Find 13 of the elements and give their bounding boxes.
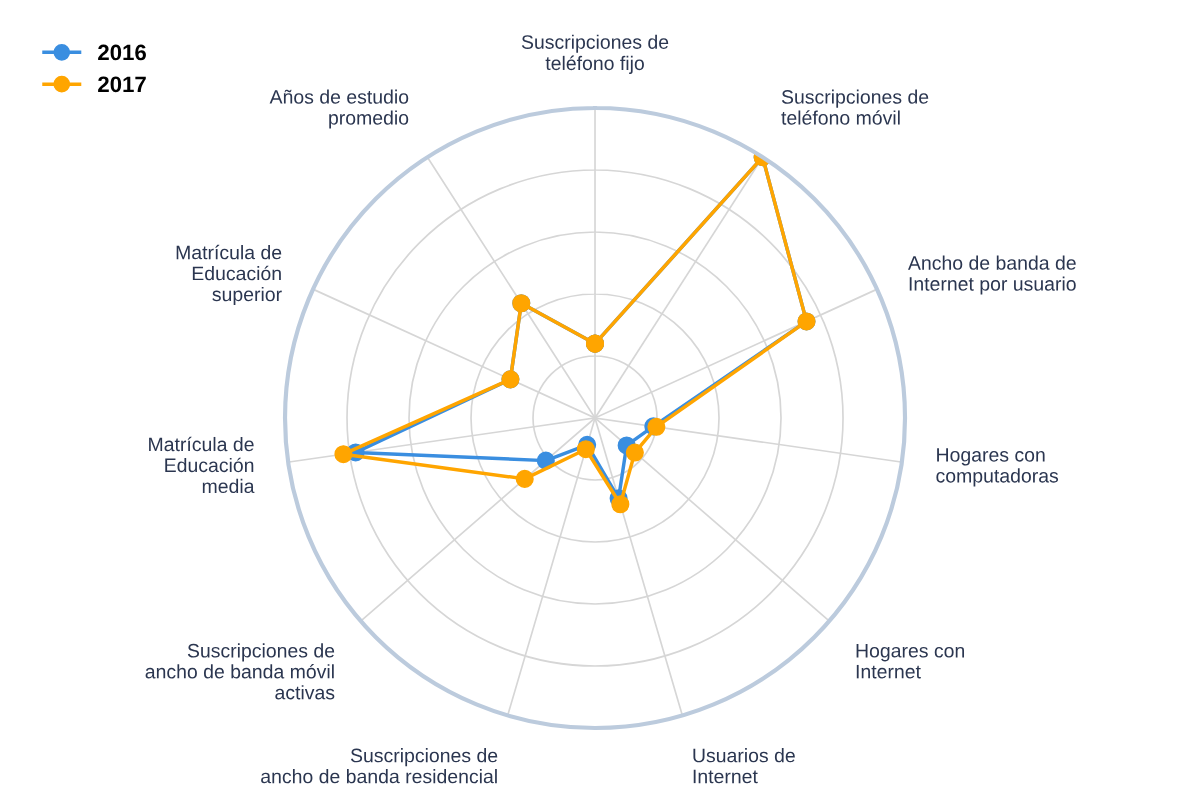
spoke-label: Años de estudio promedio [269,89,409,129]
legend-label: 2016 [98,44,146,61]
spoke-label: Matrícula de Educación media [149,436,255,494]
spoke-label: Hogares con computadoras [936,448,1059,487]
spoke-label: Ancho de banda de Internet por usuario [908,255,1076,295]
spoke-label: Usuarios de Internet [693,748,795,784]
spoke-label: Hogares con Internet [856,644,965,679]
legend-label: 2017 [98,76,146,93]
spoke-label: Suscripciones de teléfono fijo [521,34,669,74]
spoke-label: Suscripciones de teléfono móvil [781,89,929,125]
spoke-label: Matrícula de Educación superior [176,244,282,306]
spoke-label: Suscripciones de ancho de banda móvil activas [145,643,335,700]
spoke-label: Suscripciones de ancho de banda residencial [261,748,498,784]
